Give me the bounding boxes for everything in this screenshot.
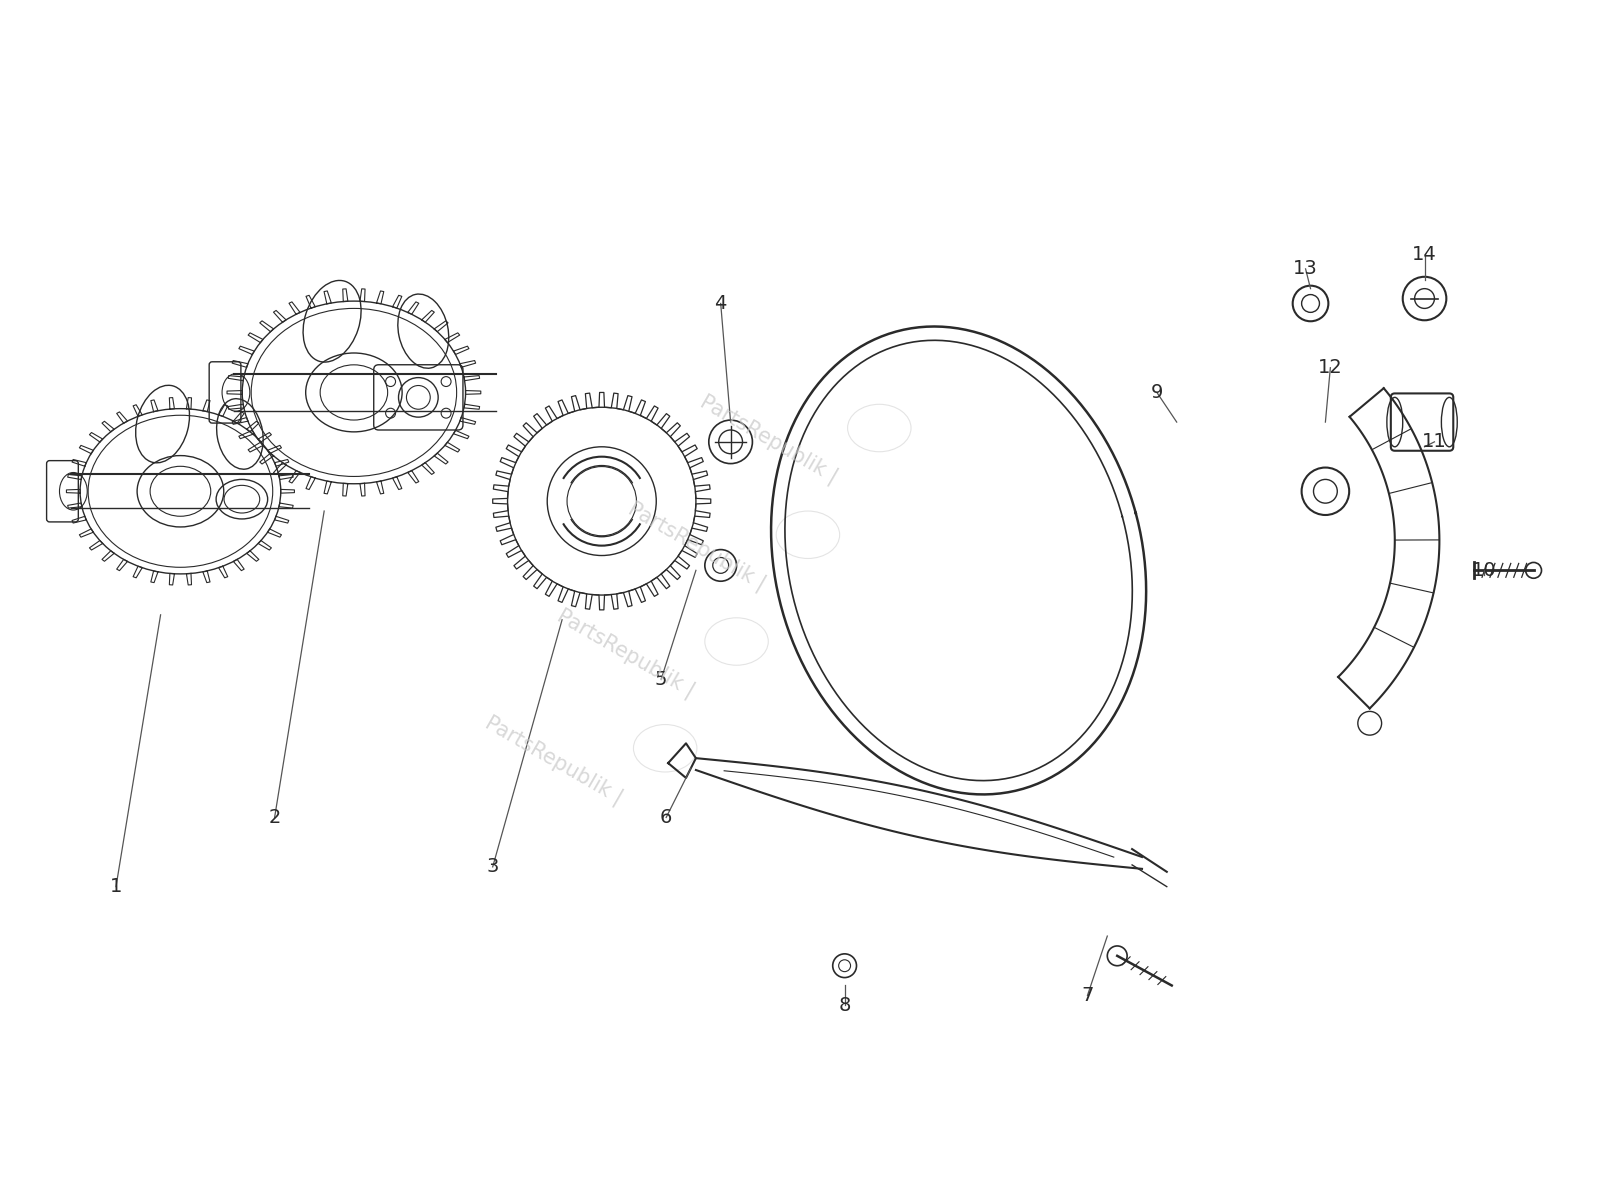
Text: 13: 13 bbox=[1293, 259, 1318, 278]
Text: 4: 4 bbox=[715, 294, 726, 313]
Text: 11: 11 bbox=[1422, 432, 1446, 451]
Text: 3: 3 bbox=[486, 857, 499, 876]
Text: 7: 7 bbox=[1082, 986, 1094, 1004]
Text: 14: 14 bbox=[1413, 245, 1437, 264]
Text: PartsRepublik |: PartsRepublik | bbox=[624, 498, 770, 595]
Text: 6: 6 bbox=[659, 808, 672, 827]
Text: 2: 2 bbox=[269, 808, 280, 827]
Text: 1: 1 bbox=[110, 877, 122, 896]
Text: PartsRepublik |: PartsRepublik | bbox=[696, 391, 842, 488]
Text: 12: 12 bbox=[1318, 359, 1342, 377]
Text: 8: 8 bbox=[838, 996, 851, 1015]
Text: 9: 9 bbox=[1150, 383, 1163, 402]
Text: 10: 10 bbox=[1472, 560, 1496, 580]
Text: 5: 5 bbox=[654, 670, 667, 689]
Text: PartsRepublik |: PartsRepublik | bbox=[482, 712, 627, 809]
Text: PartsRepublik |: PartsRepublik | bbox=[554, 605, 698, 702]
